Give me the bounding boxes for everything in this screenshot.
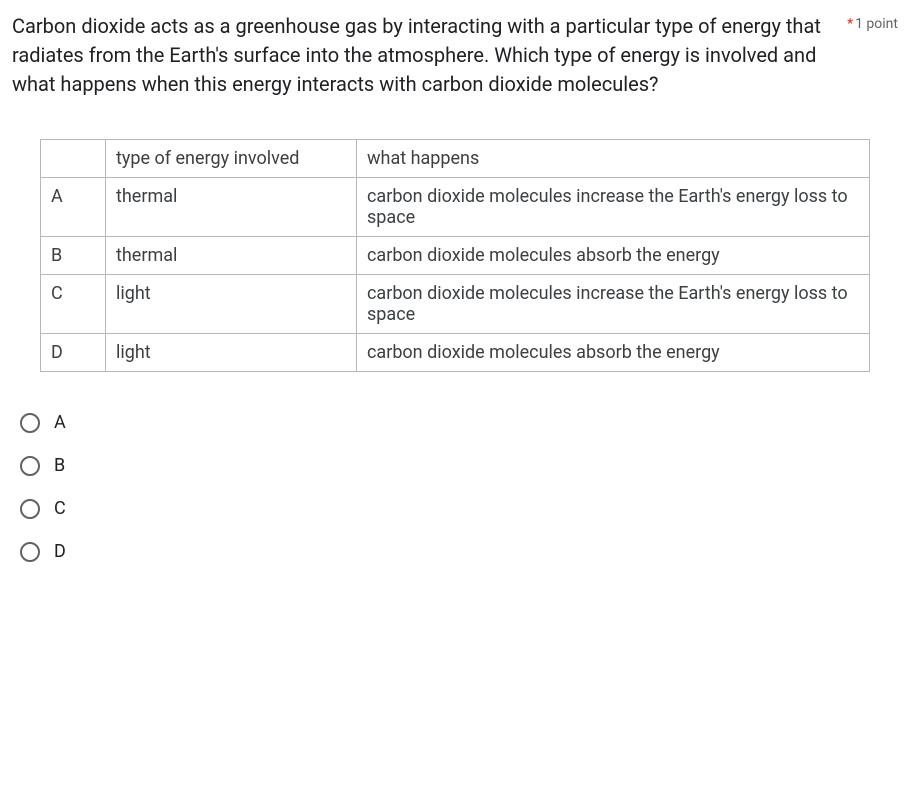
row-type: thermal [106,237,357,275]
option-c[interactable]: C [20,498,898,519]
option-b[interactable]: B [20,455,898,476]
points-label: *1 point [847,16,898,32]
table-row: D light carbon dioxide molecules absorb … [41,334,870,372]
row-type: light [106,275,357,334]
row-what: carbon dioxide molecules increase the Ea… [357,178,870,237]
table-row: A thermal carbon dioxide molecules incre… [41,178,870,237]
radio-icon [20,499,40,519]
header-type: type of energy involved [106,140,357,178]
required-asterisk: * [847,16,853,32]
row-what: carbon dioxide molecules absorb the ener… [357,237,870,275]
header-what: what happens [357,140,870,178]
row-what: carbon dioxide molecules increase the Ea… [357,275,870,334]
question-header: Carbon dioxide acts as a greenhouse gas … [12,12,898,99]
radio-icon [20,542,40,562]
option-a[interactable]: A [20,412,898,433]
option-d[interactable]: D [20,541,898,562]
row-what: carbon dioxide molecules absorb the ener… [357,334,870,372]
header-blank [41,140,106,178]
row-letter: B [41,237,106,275]
row-type: thermal [106,178,357,237]
radio-icon [20,456,40,476]
options-group: A B C D [20,412,898,562]
row-type: light [106,334,357,372]
table-header-row: type of energy involved what happens [41,140,870,178]
option-label: D [54,541,66,562]
points-text: 1 point [855,16,898,32]
row-letter: D [41,334,106,372]
answer-table: type of energy involved what happens A t… [40,139,870,372]
radio-icon [20,413,40,433]
table-row: C light carbon dioxide molecules increas… [41,275,870,334]
table-row: B thermal carbon dioxide molecules absor… [41,237,870,275]
option-label: A [54,412,66,433]
row-letter: C [41,275,106,334]
question-text: Carbon dioxide acts as a greenhouse gas … [12,12,835,99]
option-label: B [54,455,65,476]
row-letter: A [41,178,106,237]
option-label: C [54,498,66,519]
